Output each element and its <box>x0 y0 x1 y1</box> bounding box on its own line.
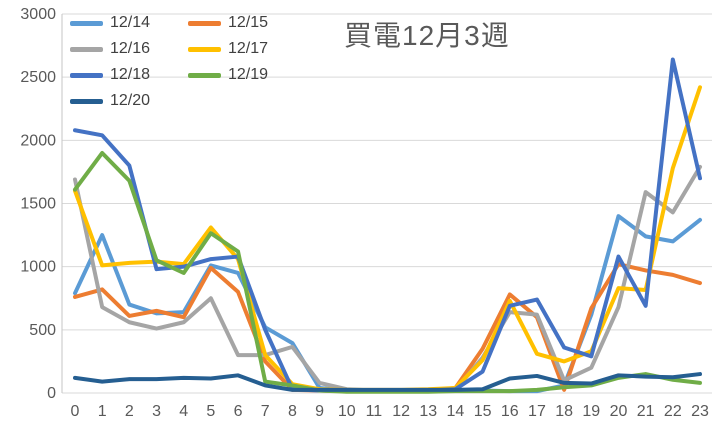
x-axis-tick-label: 20 <box>610 403 628 420</box>
series-line-12-20 <box>73 372 702 392</box>
x-axis-tick-label: 11 <box>366 403 383 420</box>
legend-swatch-icon <box>70 72 103 78</box>
legend-swatch-icon <box>70 46 103 52</box>
x-axis-tick-label: 22 <box>664 403 682 420</box>
legend-item-12-18: 12/18 <box>70 66 188 84</box>
legend-item-12-14: 12/14 <box>70 14 188 32</box>
chart-title: 買電12月3週 <box>344 20 510 51</box>
y-axis-tick-label: 0 <box>47 385 56 402</box>
legend-swatch-icon <box>188 46 221 52</box>
legend-label: 12/14 <box>110 14 151 31</box>
legend-label: 12/18 <box>110 66 151 83</box>
x-axis-tick-label: 8 <box>288 403 297 420</box>
legend-label: 12/20 <box>110 92 151 109</box>
series-line-12-16 <box>73 164 702 393</box>
legend-label: 12/17 <box>228 40 269 57</box>
x-axis-tick-label: 12 <box>392 403 410 420</box>
x-axis-tick-label: 23 <box>691 403 709 420</box>
x-axis-tick-label: 16 <box>501 403 519 420</box>
x-axis-tick-label: 10 <box>338 403 356 420</box>
legend-label: 12/15 <box>228 14 269 31</box>
legend-swatch-icon <box>188 72 221 78</box>
x-axis-tick-label: 3 <box>152 403 161 420</box>
x-axis-tick-label: 4 <box>179 403 188 420</box>
legend-swatch-icon <box>70 98 103 104</box>
x-axis-tick-label: 6 <box>234 403 243 420</box>
x-axis-tick-label: 14 <box>447 403 465 420</box>
legend-label: 12/16 <box>110 40 151 57</box>
x-axis-tick-label: 21 <box>637 403 655 420</box>
legend-item-12-19: 12/19 <box>188 66 306 84</box>
x-axis-tick-label: 9 <box>315 403 324 420</box>
legend-swatch-icon <box>188 20 221 26</box>
legend-item-12-16: 12/16 <box>70 40 188 58</box>
y-axis-tick-label: 1000 <box>20 259 56 276</box>
x-axis-tick-label: 18 <box>555 403 573 420</box>
x-axis-tick-label: 1 <box>98 403 107 420</box>
x-axis-tick-label: 7 <box>261 403 270 420</box>
y-axis-tick-label: 500 <box>29 322 56 339</box>
x-axis-tick-label: 19 <box>582 403 600 420</box>
series-line-12-19 <box>73 150 702 394</box>
y-axis-tick-label: 3000 <box>20 6 56 23</box>
legend-item-12-17: 12/17 <box>188 40 306 58</box>
x-axis-tick-label: 0 <box>71 403 80 420</box>
series-line-12-17 <box>73 85 702 392</box>
x-axis-tick-label: 5 <box>206 403 215 420</box>
x-axis-tick-label: 17 <box>528 403 546 420</box>
legend-label: 12/19 <box>228 66 269 83</box>
legend-swatch-icon <box>70 20 103 26</box>
x-axis-tick-label: 13 <box>419 403 437 420</box>
y-axis-tick-label: 2500 <box>20 69 56 86</box>
x-axis-tick-label: 2 <box>125 403 134 420</box>
y-axis-tick-label: 1500 <box>20 196 56 213</box>
y-axis-tick-label: 2000 <box>20 132 56 149</box>
legend-item-12-15: 12/15 <box>188 14 306 32</box>
chart-legend: 12/14 12/15 12/16 12/17 12/18 12/19 12/20 <box>70 10 306 114</box>
legend-item-12-20: 12/20 <box>70 92 188 110</box>
x-axis-tick-label: 15 <box>474 403 492 420</box>
